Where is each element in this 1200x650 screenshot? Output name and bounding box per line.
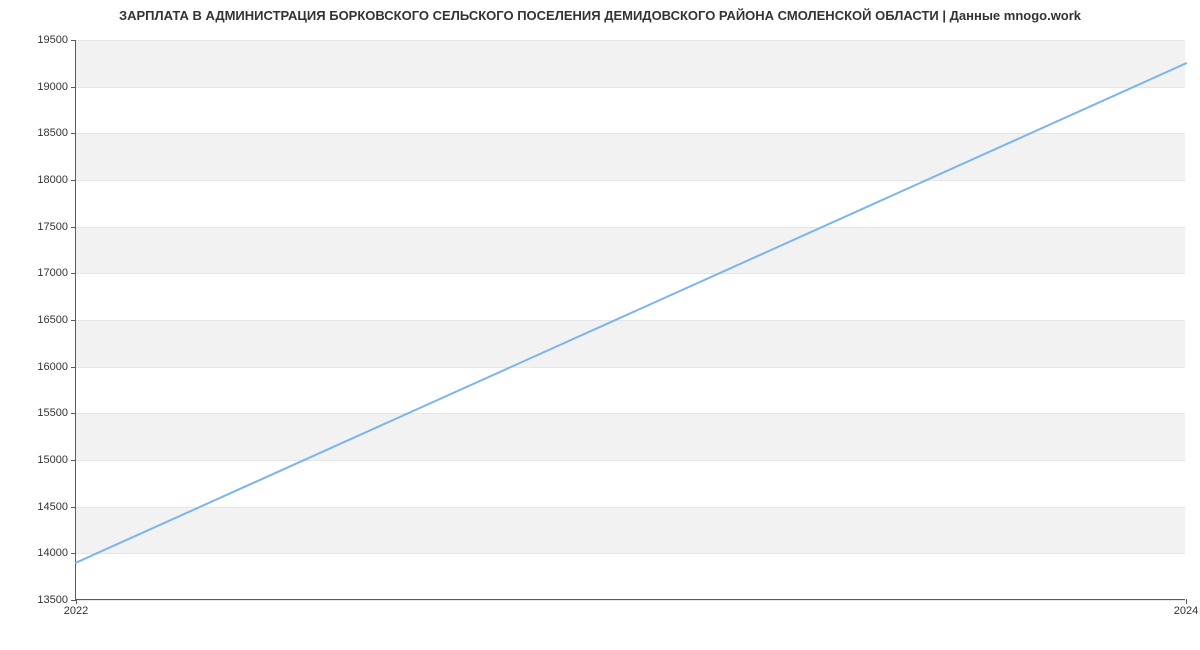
line-chart: ЗАРПЛАТА В АДМИНИСТРАЦИЯ БОРКОВСКОГО СЕЛ… xyxy=(0,0,1200,650)
x-tick-label: 2022 xyxy=(64,599,88,617)
plot-area: 1350014000145001500015500160001650017000… xyxy=(75,40,1185,600)
y-tick-label: 19000 xyxy=(37,81,76,93)
y-tick-label: 17500 xyxy=(37,221,76,233)
y-tick-label: 16000 xyxy=(37,361,76,373)
y-tick-label: 14500 xyxy=(37,501,76,513)
y-tick-label: 18500 xyxy=(37,127,76,139)
y-tick-label: 15500 xyxy=(37,407,76,419)
series-line-salary xyxy=(76,63,1186,562)
series-layer xyxy=(76,40,1186,600)
y-tick-label: 16500 xyxy=(37,314,76,326)
y-gridline xyxy=(76,600,1185,601)
y-tick-label: 15000 xyxy=(37,454,76,466)
chart-title: ЗАРПЛАТА В АДМИНИСТРАЦИЯ БОРКОВСКОГО СЕЛ… xyxy=(0,8,1200,23)
y-tick-label: 14000 xyxy=(37,547,76,559)
x-tick-label: 2024 xyxy=(1174,599,1198,617)
y-tick-label: 18000 xyxy=(37,174,76,186)
y-tick-label: 19500 xyxy=(37,34,76,46)
y-tick-label: 17000 xyxy=(37,267,76,279)
